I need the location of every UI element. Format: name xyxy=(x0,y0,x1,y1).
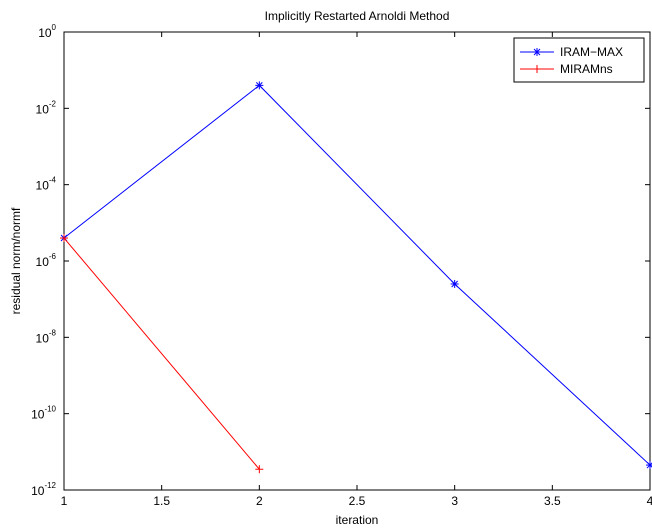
data-point xyxy=(60,234,68,243)
marker-stroke xyxy=(533,48,541,56)
legend: IRAM−MAX MIRAMns xyxy=(513,37,645,83)
ticks: 1 1.5 2 2.5 3 3.5 410010-210-410-610-810-1010-… xyxy=(31,23,652,508)
legend-box xyxy=(513,37,645,83)
x-tick-label: 3.5 xyxy=(544,494,561,508)
y-tick-base: 10 xyxy=(36,179,50,193)
legend-marker xyxy=(533,48,541,56)
y-tick-exponent: -2 xyxy=(49,99,57,108)
plot-area xyxy=(63,31,651,491)
legend-entry: MIRAMns xyxy=(520,62,613,76)
y-tick-exponent: -10 xyxy=(44,405,56,414)
y-tick-exponent: -6 xyxy=(49,252,57,261)
x-tick-label: 1.5 xyxy=(153,494,170,508)
data-point xyxy=(255,465,264,474)
x-tick-label: 1 xyxy=(61,494,68,508)
y-tick-exponent: -4 xyxy=(49,176,57,185)
data-point xyxy=(646,461,652,470)
y-tick-base: 10 xyxy=(36,331,50,345)
y-tick-base: 10 xyxy=(36,255,50,269)
x-tick-label: 3 xyxy=(451,494,458,508)
marker-stroke xyxy=(451,280,459,288)
y-tick-base: 10 xyxy=(38,26,52,40)
y-tick-label: 10-6 xyxy=(36,252,57,269)
legend-marker xyxy=(533,65,541,73)
y-tick-label: 10-8 xyxy=(36,328,57,345)
x-tick-label: 2 xyxy=(256,494,263,508)
marker-stroke xyxy=(646,462,652,469)
data-point xyxy=(255,81,264,90)
x-tick-label: 4 xyxy=(647,494,652,508)
y-tick-exponent: -12 xyxy=(44,481,56,490)
x-tick-label: 2.5 xyxy=(349,494,366,508)
series-1 xyxy=(60,234,264,474)
y-tick-label: 10-4 xyxy=(36,176,57,193)
y-tick-label: 100 xyxy=(38,23,56,40)
y-tick-base: 10 xyxy=(31,484,45,498)
x-axis-label: iteration xyxy=(336,513,379,527)
y-tick-label: 10-2 xyxy=(36,99,57,116)
series-line xyxy=(63,237,260,470)
chart-title: Implicitly Restarted Arnoldi Method xyxy=(265,9,450,23)
y-axis-label: residual norm/normf xyxy=(9,207,23,314)
legend-label: MIRAMns xyxy=(560,62,613,76)
marker-stroke xyxy=(255,82,263,89)
series-line xyxy=(63,84,651,466)
y-tick-base: 10 xyxy=(31,408,45,422)
y-tick-base: 10 xyxy=(36,102,50,116)
y-tick-exponent: -8 xyxy=(49,328,57,337)
y-tick-label: 10-10 xyxy=(31,405,56,422)
series-group xyxy=(60,81,652,474)
legend-label: IRAM−MAX xyxy=(560,45,623,59)
y-tick-exponent: 0 xyxy=(52,23,57,32)
data-point xyxy=(450,279,459,288)
legend-entry: IRAM−MAX xyxy=(520,45,623,59)
y-tick-label: 10-12 xyxy=(31,481,56,498)
